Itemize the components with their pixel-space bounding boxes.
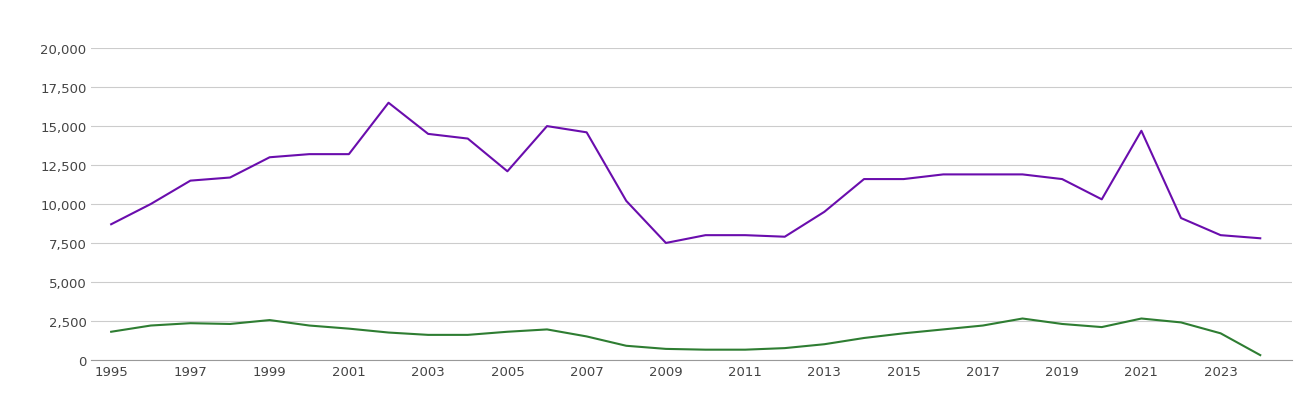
An established property — [737, 233, 753, 238]
An established property — [381, 101, 397, 106]
An established property — [776, 235, 792, 240]
A newly built property — [1173, 320, 1189, 325]
A newly built property — [500, 330, 515, 335]
An established property — [262, 155, 278, 160]
An established property — [144, 202, 159, 207]
Line: A newly built property: A newly built property — [111, 319, 1261, 355]
An established property — [1094, 198, 1109, 202]
An established property — [1173, 216, 1189, 221]
A newly built property — [301, 323, 317, 328]
An established property — [817, 210, 833, 215]
An established property — [459, 137, 475, 142]
A newly built property — [103, 330, 119, 335]
An established property — [183, 179, 198, 184]
An established property — [1054, 177, 1070, 182]
A newly built property — [341, 326, 356, 331]
A newly built property — [658, 346, 673, 351]
A newly built property — [539, 327, 555, 332]
A newly built property — [895, 331, 911, 336]
A newly built property — [619, 344, 634, 348]
An established property — [103, 222, 119, 227]
An established property — [341, 152, 356, 157]
An established property — [698, 233, 714, 238]
An established property — [1253, 236, 1268, 241]
A newly built property — [1253, 353, 1268, 358]
A newly built property — [737, 347, 753, 352]
An established property — [1212, 233, 1228, 238]
A newly built property — [776, 346, 792, 351]
A newly built property — [262, 318, 278, 323]
An established property — [895, 177, 911, 182]
A newly built property — [1212, 331, 1228, 336]
A newly built property — [698, 347, 714, 352]
An established property — [539, 124, 555, 129]
An established property — [1015, 173, 1031, 178]
A newly built property — [1015, 316, 1031, 321]
A newly built property — [222, 322, 238, 327]
An established property — [500, 169, 515, 174]
A newly built property — [1054, 322, 1070, 327]
An established property — [975, 173, 990, 178]
An established property — [658, 241, 673, 246]
Line: An established property: An established property — [111, 103, 1261, 243]
An established property — [579, 130, 595, 135]
A newly built property — [183, 321, 198, 326]
A newly built property — [579, 334, 595, 339]
An established property — [936, 173, 951, 178]
A newly built property — [459, 333, 475, 337]
A newly built property — [1094, 325, 1109, 330]
An established property — [222, 175, 238, 180]
An established property — [619, 199, 634, 204]
A newly built property — [856, 336, 872, 341]
A newly built property — [975, 323, 990, 328]
A newly built property — [381, 330, 397, 335]
An established property — [420, 132, 436, 137]
A newly built property — [817, 342, 833, 347]
A newly built property — [144, 323, 159, 328]
An established property — [1134, 129, 1150, 134]
A newly built property — [1134, 316, 1150, 321]
An established property — [856, 177, 872, 182]
An established property — [301, 152, 317, 157]
A newly built property — [420, 333, 436, 337]
A newly built property — [936, 327, 951, 332]
